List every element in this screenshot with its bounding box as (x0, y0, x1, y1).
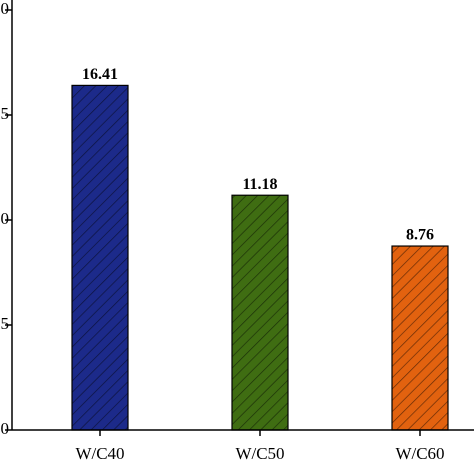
bar (71, 84, 129, 431)
y-tick-label: 20 (0, 0, 9, 18)
bar (231, 194, 289, 431)
x-tick-label: W/C40 (75, 444, 124, 463)
value-label: 8.76 (406, 227, 434, 244)
value-label: 16.41 (82, 66, 118, 83)
y-tick-label: 0 (1, 419, 10, 438)
bar (391, 245, 449, 431)
value-label: 11.18 (242, 176, 277, 193)
x-tick-label: W/C50 (235, 444, 284, 463)
y-tick-label: 5 (1, 314, 10, 333)
y-tick-label: 10 (0, 209, 9, 228)
y-tick-label: 15 (0, 104, 9, 123)
x-tick-label: W/C60 (395, 444, 444, 463)
